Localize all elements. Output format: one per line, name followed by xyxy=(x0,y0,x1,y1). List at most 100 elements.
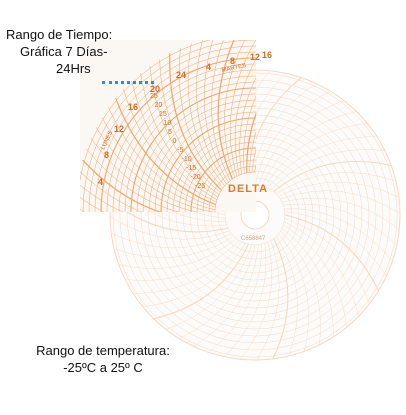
back-disc-time-line xyxy=(254,91,331,186)
front-disc-time-line xyxy=(239,77,256,175)
back-disc-time-line xyxy=(267,136,377,189)
back-disc-time-line xyxy=(283,203,397,246)
front-disc-ring xyxy=(88,45,256,212)
back-disc-time-line xyxy=(111,232,232,249)
chart-model-code: C658847 xyxy=(241,236,266,242)
front-disc-ring xyxy=(118,75,256,212)
front-disc-time-line xyxy=(246,112,256,173)
back-disc-time-line xyxy=(283,224,347,328)
front-disc-time-line xyxy=(108,107,216,208)
front-disc-ring xyxy=(172,129,256,212)
time-range-leader-line xyxy=(102,81,154,84)
front-chart-zoom xyxy=(80,40,256,212)
back-disc-time-line xyxy=(284,221,359,317)
front-disc-time-line xyxy=(203,40,229,183)
back-disc-time-line xyxy=(281,197,400,230)
back-disc-time-line xyxy=(280,230,321,345)
front-disc-ring xyxy=(166,123,256,212)
hour-mark-label: 24 xyxy=(176,70,186,80)
back-disc-time-line xyxy=(272,238,289,360)
front-disc-ring xyxy=(136,93,256,212)
front-disc-time-line xyxy=(123,89,217,203)
temperature-range-caption-line-2: -25ºC a 25º C xyxy=(63,360,143,375)
front-disc-ring xyxy=(130,87,256,212)
hour-mark-label: 4 xyxy=(206,62,211,72)
front-disc-time-line xyxy=(251,148,256,173)
back-disc-time-line xyxy=(284,214,380,292)
front-disc-time-line xyxy=(234,58,256,176)
back-disc-time-line xyxy=(165,244,252,330)
back-disc-time-line xyxy=(276,236,298,357)
front-disc-ring xyxy=(100,57,256,212)
front-disc-time-line xyxy=(80,184,124,212)
front-disc-time-line xyxy=(115,97,216,206)
temperature-range-caption-line-1: Rango de temperatura: xyxy=(36,343,170,358)
front-disc-ring xyxy=(124,81,256,212)
temperature-range-caption: Rango de temperatura: -25ºC a 25º C xyxy=(18,342,188,376)
back-disc-time-line xyxy=(224,243,267,357)
back-disc-time-line xyxy=(273,160,392,192)
front-disc-time-line xyxy=(249,131,256,173)
scale-label: 10 xyxy=(164,120,172,127)
front-disc-time-line xyxy=(140,73,219,198)
back-disc-time-line xyxy=(193,244,259,347)
back-disc-time-line xyxy=(264,123,368,187)
hour-mark-label: 16 xyxy=(262,50,272,60)
front-disc-time-line xyxy=(86,148,180,212)
front-disc-time-line xyxy=(95,127,215,212)
scale-label: 5 xyxy=(168,129,172,136)
scale-label: -15 xyxy=(186,165,196,172)
hour-mark-label: 12 xyxy=(114,124,124,134)
front-disc-time-line xyxy=(187,43,225,187)
back-disc-time-line xyxy=(256,240,280,361)
back-disc-time-line xyxy=(125,240,240,281)
front-disc-time-line xyxy=(131,80,218,200)
front-disc-ring xyxy=(148,105,256,212)
front-disc-ring xyxy=(214,171,256,212)
front-disc-time-line xyxy=(169,53,222,191)
back-disc-time-line xyxy=(240,241,273,360)
hour-mark-label: 8 xyxy=(230,56,235,66)
front-disc-ring xyxy=(112,69,256,212)
front-disc-time-line xyxy=(82,159,162,212)
back-disc-time-line xyxy=(142,243,246,307)
hour-mark-label: 16 xyxy=(128,102,138,112)
back-disc-time-line xyxy=(280,190,401,214)
back-disc-time-line xyxy=(276,172,397,194)
back-disc-time-line xyxy=(261,111,357,186)
front-disc-time-line xyxy=(217,40,235,180)
scale-label: -25 xyxy=(195,183,205,190)
front-disc-ring xyxy=(208,165,256,212)
front-disc-time-line xyxy=(224,40,246,178)
front-disc-ring xyxy=(94,51,256,212)
front-disc-time-line xyxy=(196,40,227,185)
front-disc-ring xyxy=(154,111,256,212)
back-disc-time-line xyxy=(284,208,393,262)
front-disc-time-line xyxy=(101,117,216,211)
back-disc-time-line xyxy=(179,244,256,339)
front-disc-ring xyxy=(142,99,256,212)
front-disc-bg xyxy=(80,40,256,212)
back-disc-time-line xyxy=(284,218,370,305)
front-disc-time-line xyxy=(80,171,143,212)
back-disc-time-line xyxy=(153,244,249,320)
back-disc-time-line xyxy=(278,181,399,198)
scale-label: 20 xyxy=(155,102,163,109)
scale-label: -20 xyxy=(191,174,201,181)
time-range-caption-line-1: Rango de Tiempo: xyxy=(6,27,113,42)
scale-label: -5 xyxy=(177,147,183,154)
front-disc-time-line xyxy=(211,40,231,181)
hour-mark-label: 12 xyxy=(250,52,260,62)
scale-label: 15 xyxy=(159,111,167,118)
front-disc-time-line xyxy=(149,65,220,195)
back-disc-time-line xyxy=(133,241,243,294)
day-label-tuesday: MARTES xyxy=(221,63,247,74)
hour-mark-label: 20 xyxy=(150,84,160,94)
front-disc-time-line xyxy=(243,95,256,174)
time-range-caption-line-2: Gráfica 7 Días- xyxy=(20,44,108,59)
time-range-caption-line-3: 24Hrs xyxy=(56,61,91,76)
back-disc-time-line xyxy=(284,211,387,277)
front-disc-ring xyxy=(184,141,256,212)
brand-logo-text: DELTA xyxy=(228,183,268,195)
